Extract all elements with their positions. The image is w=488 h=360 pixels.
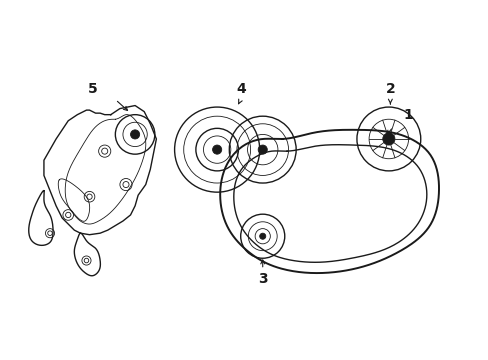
Circle shape <box>212 145 221 154</box>
Circle shape <box>259 233 265 239</box>
Text: 5: 5 <box>87 82 97 96</box>
Text: 3: 3 <box>257 272 267 286</box>
Text: 4: 4 <box>236 82 246 96</box>
Text: 2: 2 <box>385 82 394 96</box>
Circle shape <box>130 130 140 139</box>
Text: 1: 1 <box>403 108 413 122</box>
Circle shape <box>258 145 267 154</box>
Circle shape <box>382 133 394 145</box>
